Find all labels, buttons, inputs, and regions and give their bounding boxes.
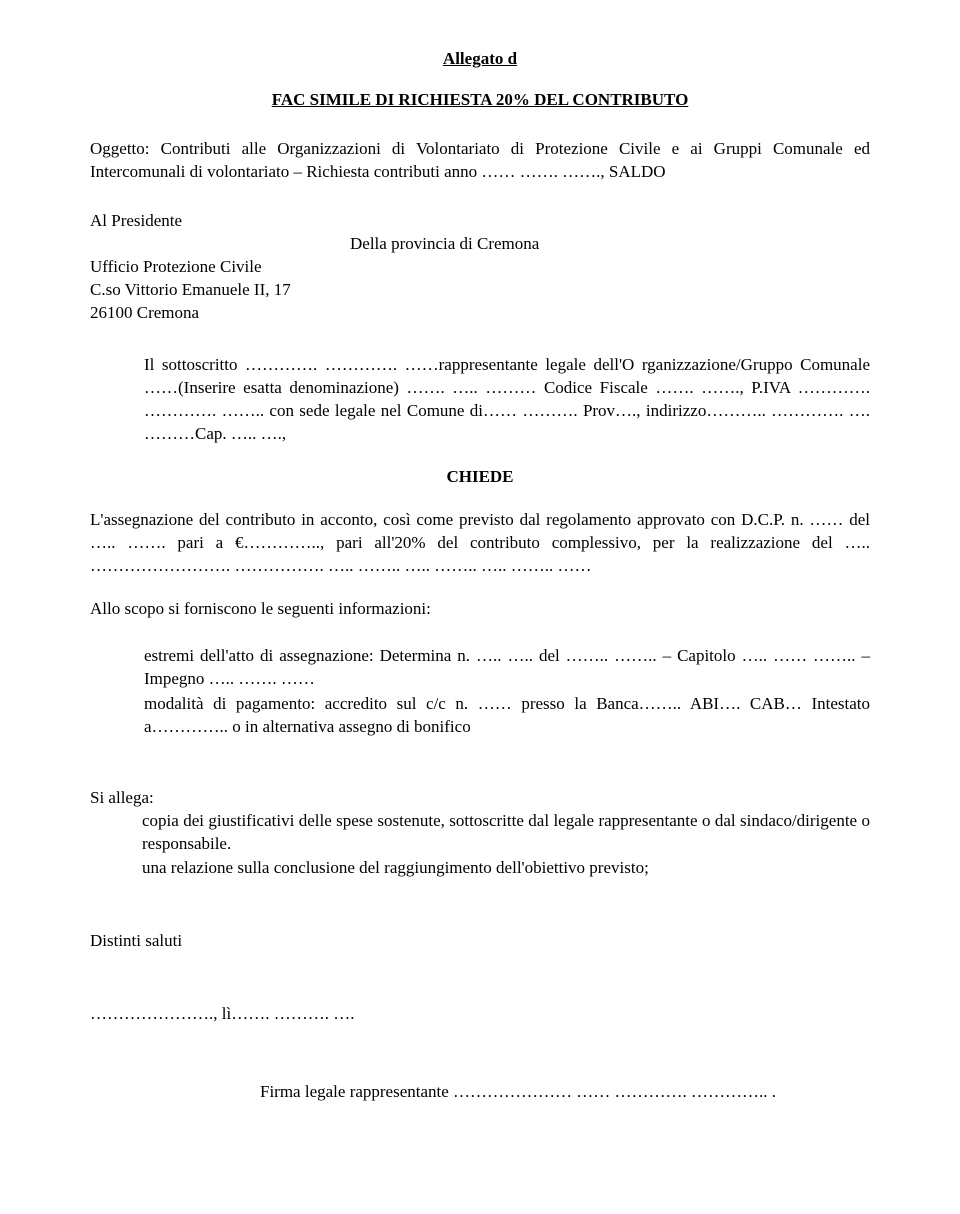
allega-item-2: una relazione sulla conclusione del ragg… xyxy=(142,857,870,880)
info-item-1: estremi dell'atto di assegnazione: Deter… xyxy=(144,645,870,691)
recipient-block: Al Presidente Della provincia di Cremona… xyxy=(90,210,870,325)
document-title: FAC SIMILE DI RICHIESTA 20% DEL CONTRIBU… xyxy=(272,90,689,109)
allegato-header: Allegato d xyxy=(443,49,517,68)
recipient-line-2: Della provincia di Cremona xyxy=(90,233,870,256)
chiede-heading: CHIEDE xyxy=(446,467,513,486)
allega-block: Si allega: copia dei giustificativi dell… xyxy=(90,787,870,881)
recipient-line-3: Ufficio Protezione Civile xyxy=(90,256,870,279)
info-intro: Allo scopo si forniscono le seguenti inf… xyxy=(90,598,870,621)
allega-item-1: copia dei giustificativi delle spese sos… xyxy=(142,810,870,856)
recipient-line-4: C.so Vittorio Emanuele II, 17 xyxy=(90,279,870,302)
recipient-line-1: Al Presidente xyxy=(90,210,870,233)
info-item-2: modalità di pagamento: accredito sul c/c… xyxy=(144,693,870,739)
subject-line: Oggetto: Contributi alle Organizzazioni … xyxy=(90,138,870,184)
info-list: estremi dell'atto di assegnazione: Deter… xyxy=(90,645,870,739)
recipient-line-5: 26100 Cremona xyxy=(90,302,870,325)
closing-saluti: Distinti saluti xyxy=(90,930,870,953)
sottoscritto-paragraph: Il sottoscritto …………. …………. ……rappresent… xyxy=(90,354,870,446)
allega-label: Si allega: xyxy=(90,787,870,810)
closing-firma: Firma legale rappresentante ………………… …… …… xyxy=(90,1081,870,1104)
request-paragraph: L'assegnazione del contributo in acconto… xyxy=(90,509,870,578)
closing-date: …………………., lì……. ………. …. xyxy=(90,1003,870,1026)
